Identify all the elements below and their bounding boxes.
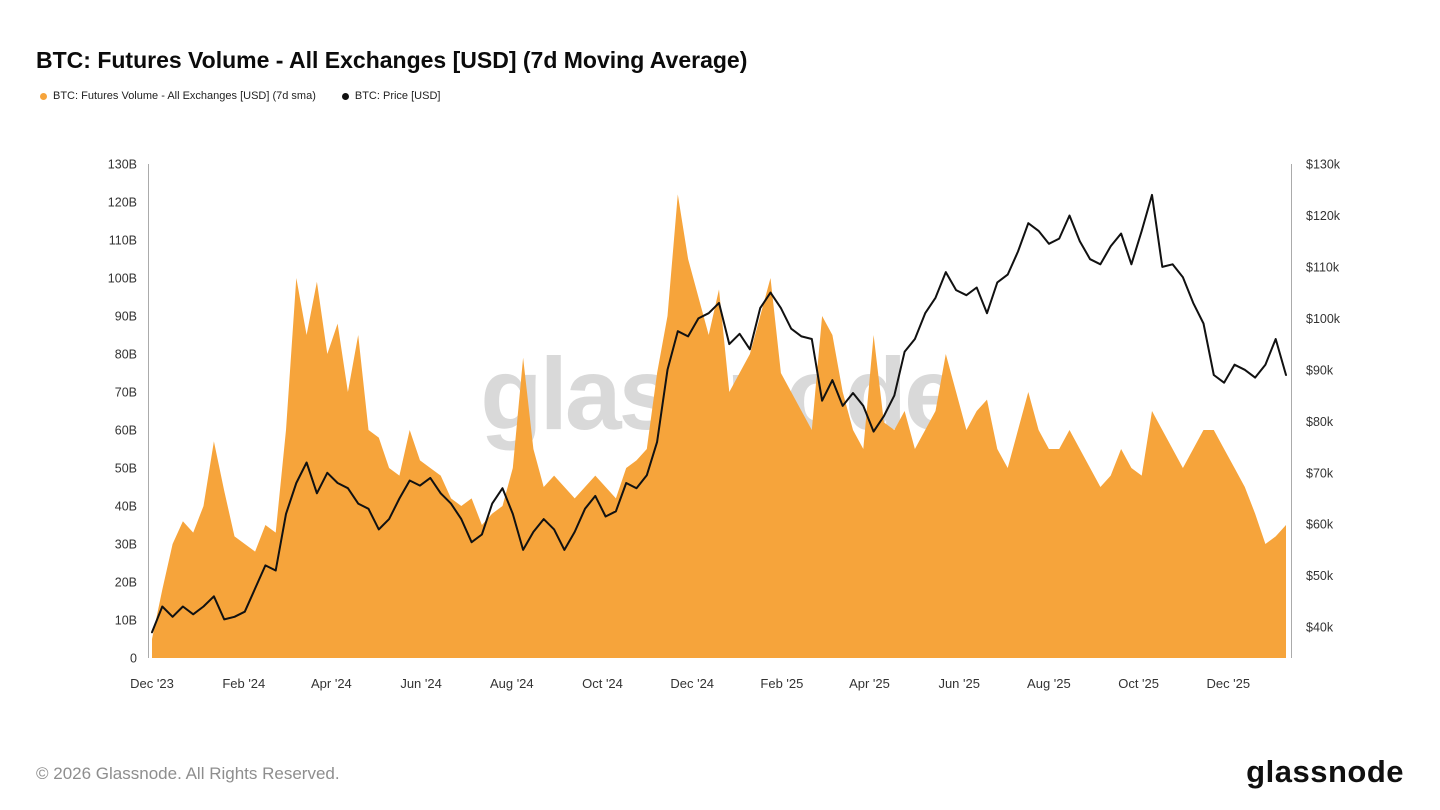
left-axis-tick-label: 40B [115, 500, 137, 514]
right-axis-tick-label: $70k [1306, 466, 1334, 480]
left-axis-tick-label: 10B [115, 614, 137, 628]
right-axis-tick-label: $50k [1306, 569, 1334, 583]
left-axis-tick-label: 70B [115, 386, 137, 400]
x-axis-tick-label: Apr '24 [311, 676, 352, 691]
left-axis-tick-label: 0 [130, 652, 137, 666]
x-axis-tick-label: Apr '25 [849, 676, 890, 691]
x-axis-tick-label: Dec '25 [1206, 676, 1250, 691]
right-axis-tick-label: $60k [1306, 518, 1334, 532]
right-axis-tick-label: $100k [1306, 312, 1341, 326]
left-axis-tick-label: 120B [108, 196, 137, 210]
left-axis-tick-label: 80B [115, 348, 137, 362]
futures-volume-area [152, 194, 1286, 658]
x-axis-tick-label: Feb '25 [760, 676, 803, 691]
left-axis-tick-label: 30B [115, 538, 137, 552]
x-axis-tick-label: Oct '25 [1118, 676, 1159, 691]
legend-item-price[interactable]: BTC: Price [USD] [341, 90, 441, 102]
legend-label-price: BTC: Price [USD] [354, 90, 441, 102]
x-axis-tick-label: Aug '24 [490, 676, 534, 691]
left-axis-tick-label: 90B [115, 310, 137, 324]
right-axis-tick-label: $40k [1306, 621, 1334, 635]
left-axis-tick-label: 50B [115, 462, 137, 476]
page-title: BTC: Futures Volume - All Exchanges [USD… [36, 47, 748, 74]
left-axis-tick-label: 130B [108, 158, 137, 172]
right-axis-tick-label: $120k [1306, 209, 1341, 223]
btc-price-line [151, 193, 1287, 634]
copyright-text: © 2026 Glassnode. All Rights Reserved. [36, 764, 340, 783]
price-swatch-icon [341, 92, 349, 100]
left-axis-tick-label: 60B [115, 424, 137, 438]
x-axis-tick-label: Oct '24 [582, 676, 623, 691]
right-axis-tick-label: $130k [1306, 158, 1341, 172]
right-axis-tick-label: $80k [1306, 415, 1334, 429]
x-axis-tick-label: Dec '23 [130, 676, 174, 691]
right-axis-tick-label: $110k [1306, 260, 1340, 274]
left-axis-tick-label: 20B [115, 576, 137, 590]
legend: BTC: Futures Volume - All Exchanges [USD… [40, 90, 440, 102]
plot-area[interactable] [152, 164, 1286, 658]
legend-item-futures-volume[interactable]: BTC: Futures Volume - All Exchanges [USD… [40, 90, 316, 102]
legend-label-volume: BTC: Futures Volume - All Exchanges [USD… [53, 90, 316, 102]
right-axis-tick-label: $90k [1306, 363, 1334, 377]
x-axis-tick-label: Jun '24 [400, 676, 442, 691]
left-axis-tick-label: 110B [109, 234, 137, 248]
glassnode-logo: glassnode [1246, 754, 1404, 789]
x-axis-tick-label: Jun '25 [938, 676, 980, 691]
x-axis-tick-label: Aug '25 [1027, 676, 1071, 691]
x-axis-tick-label: Dec '24 [670, 676, 714, 691]
x-axis-tick-label: Feb '24 [222, 676, 265, 691]
left-axis-tick-label: 100B [108, 272, 137, 286]
volume-swatch-icon [40, 92, 47, 100]
